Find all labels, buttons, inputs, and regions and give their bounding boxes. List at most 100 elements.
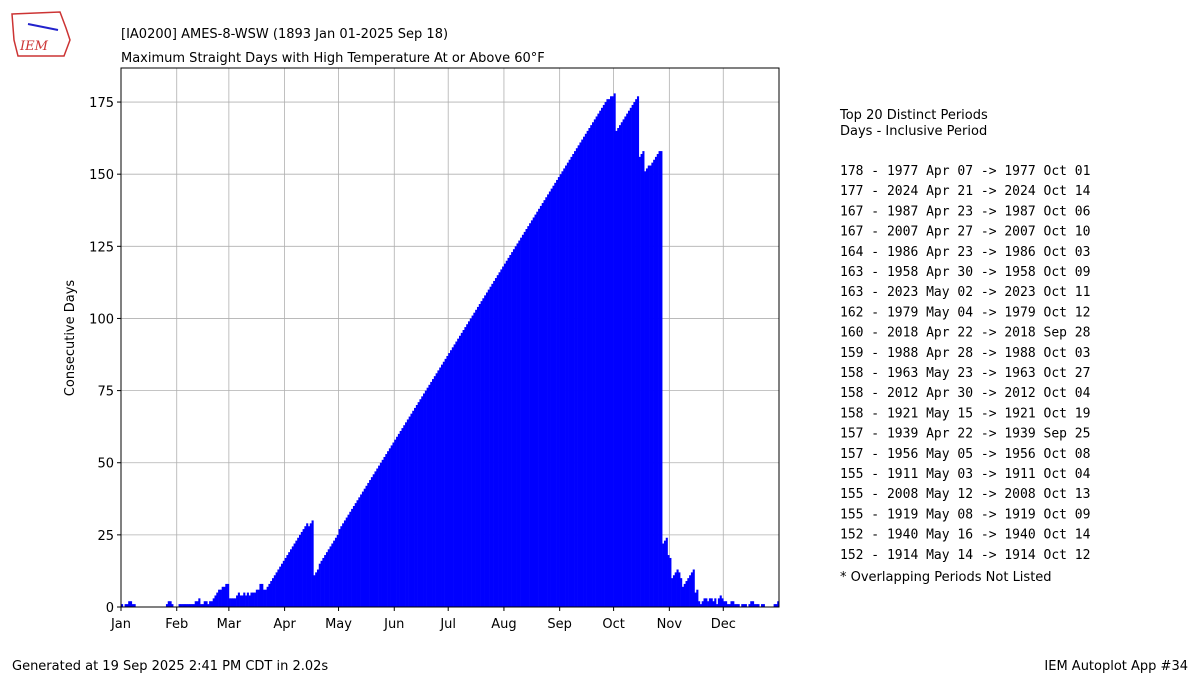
bar: [611, 96, 614, 607]
bar: [320, 560, 323, 607]
bar: [282, 560, 285, 607]
bar: [566, 162, 569, 607]
bar: [191, 604, 194, 607]
bar: [325, 552, 329, 607]
bar: [356, 500, 359, 607]
bar: [777, 601, 780, 607]
bar: [518, 240, 521, 607]
bar: [487, 289, 490, 607]
bar: [124, 604, 127, 607]
bar: [647, 165, 650, 607]
bar: [329, 546, 332, 607]
bar: [581, 139, 584, 607]
bar: [624, 116, 627, 607]
bar: [255, 589, 258, 607]
bar: [340, 526, 343, 607]
bar: [169, 601, 172, 607]
bar: [439, 367, 442, 607]
bar: [773, 604, 776, 607]
bar: [403, 425, 406, 607]
bar: [313, 575, 316, 607]
bar: [185, 604, 188, 607]
bar: [437, 370, 440, 607]
bar: [644, 171, 647, 608]
bar: [351, 508, 354, 607]
bar: [315, 572, 318, 607]
side-heading: Days - Inclusive Period: [840, 124, 987, 139]
bar: [710, 598, 713, 607]
bar: [227, 583, 230, 607]
period-row: 177 - 2024 Apr 21 -> 2024 Oct 14: [840, 184, 1091, 199]
bar: [475, 309, 478, 607]
bar: [263, 589, 266, 607]
period-row: 167 - 1987 Apr 23 -> 1987 Oct 06: [840, 204, 1090, 219]
bar: [633, 102, 636, 607]
footer-left: Generated at 19 Sep 2025 2:41 PM CDT in …: [12, 659, 328, 674]
bar: [714, 598, 717, 607]
bar: [662, 543, 665, 607]
bar: [435, 373, 438, 607]
bar: [717, 598, 720, 607]
x-tick-label: May: [325, 617, 352, 632]
bar: [498, 272, 501, 607]
bar: [331, 543, 334, 607]
bar: [385, 454, 388, 607]
bar: [408, 416, 411, 607]
period-row: 158 - 1921 May 15 -> 1921 Oct 19: [840, 406, 1090, 421]
bar: [129, 601, 133, 607]
bar: [509, 254, 512, 607]
bar: [667, 555, 670, 607]
chart-subtitle: Maximum Straight Days with High Temperat…: [121, 51, 545, 66]
bar: [761, 604, 764, 607]
y-tick-label: 100: [89, 312, 114, 327]
bar: [126, 604, 129, 607]
bar: [448, 353, 451, 607]
bar: [198, 598, 201, 607]
bar: [424, 390, 427, 607]
bar: [266, 586, 269, 607]
bar: [608, 99, 611, 607]
bar: [284, 557, 287, 607]
bar: [277, 569, 280, 607]
bar: [530, 220, 533, 607]
bar: [631, 104, 634, 607]
period-row: 164 - 1986 Apr 23 -> 1986 Oct 03: [840, 245, 1090, 260]
period-row: 178 - 1977 Apr 07 -> 1977 Oct 01: [840, 164, 1090, 179]
bar: [433, 376, 436, 607]
bar: [775, 604, 778, 607]
bar: [230, 598, 233, 607]
bar: [471, 315, 474, 607]
bar: [660, 151, 663, 607]
bar: [383, 456, 386, 607]
x-tick-label: Oct: [602, 617, 624, 632]
bar: [192, 604, 196, 607]
bar: [210, 601, 213, 607]
bar: [642, 151, 645, 607]
bar: [674, 572, 677, 607]
bar: [281, 563, 284, 607]
bar: [532, 217, 535, 607]
logo-text: IEM: [19, 39, 49, 54]
y-tick-label: 175: [89, 96, 114, 111]
bar: [669, 557, 672, 607]
bar: [223, 586, 226, 607]
bar: [369, 480, 372, 607]
bar: [543, 200, 546, 607]
bar: [270, 581, 273, 607]
bar: [595, 116, 598, 607]
period-row: 158 - 2012 Apr 30 -> 2012 Oct 04: [840, 386, 1091, 401]
bar: [482, 298, 485, 607]
bar: [505, 260, 508, 607]
bar: [512, 249, 516, 607]
side-heading: Top 20 Distinct Periods: [839, 108, 988, 123]
bar: [451, 347, 454, 607]
bar: [286, 555, 289, 607]
bar: [394, 439, 397, 607]
bar: [719, 595, 722, 607]
bar: [734, 604, 737, 607]
bar: [349, 511, 352, 607]
bar: [545, 197, 548, 607]
bar: [289, 549, 293, 607]
bar: [690, 572, 694, 607]
